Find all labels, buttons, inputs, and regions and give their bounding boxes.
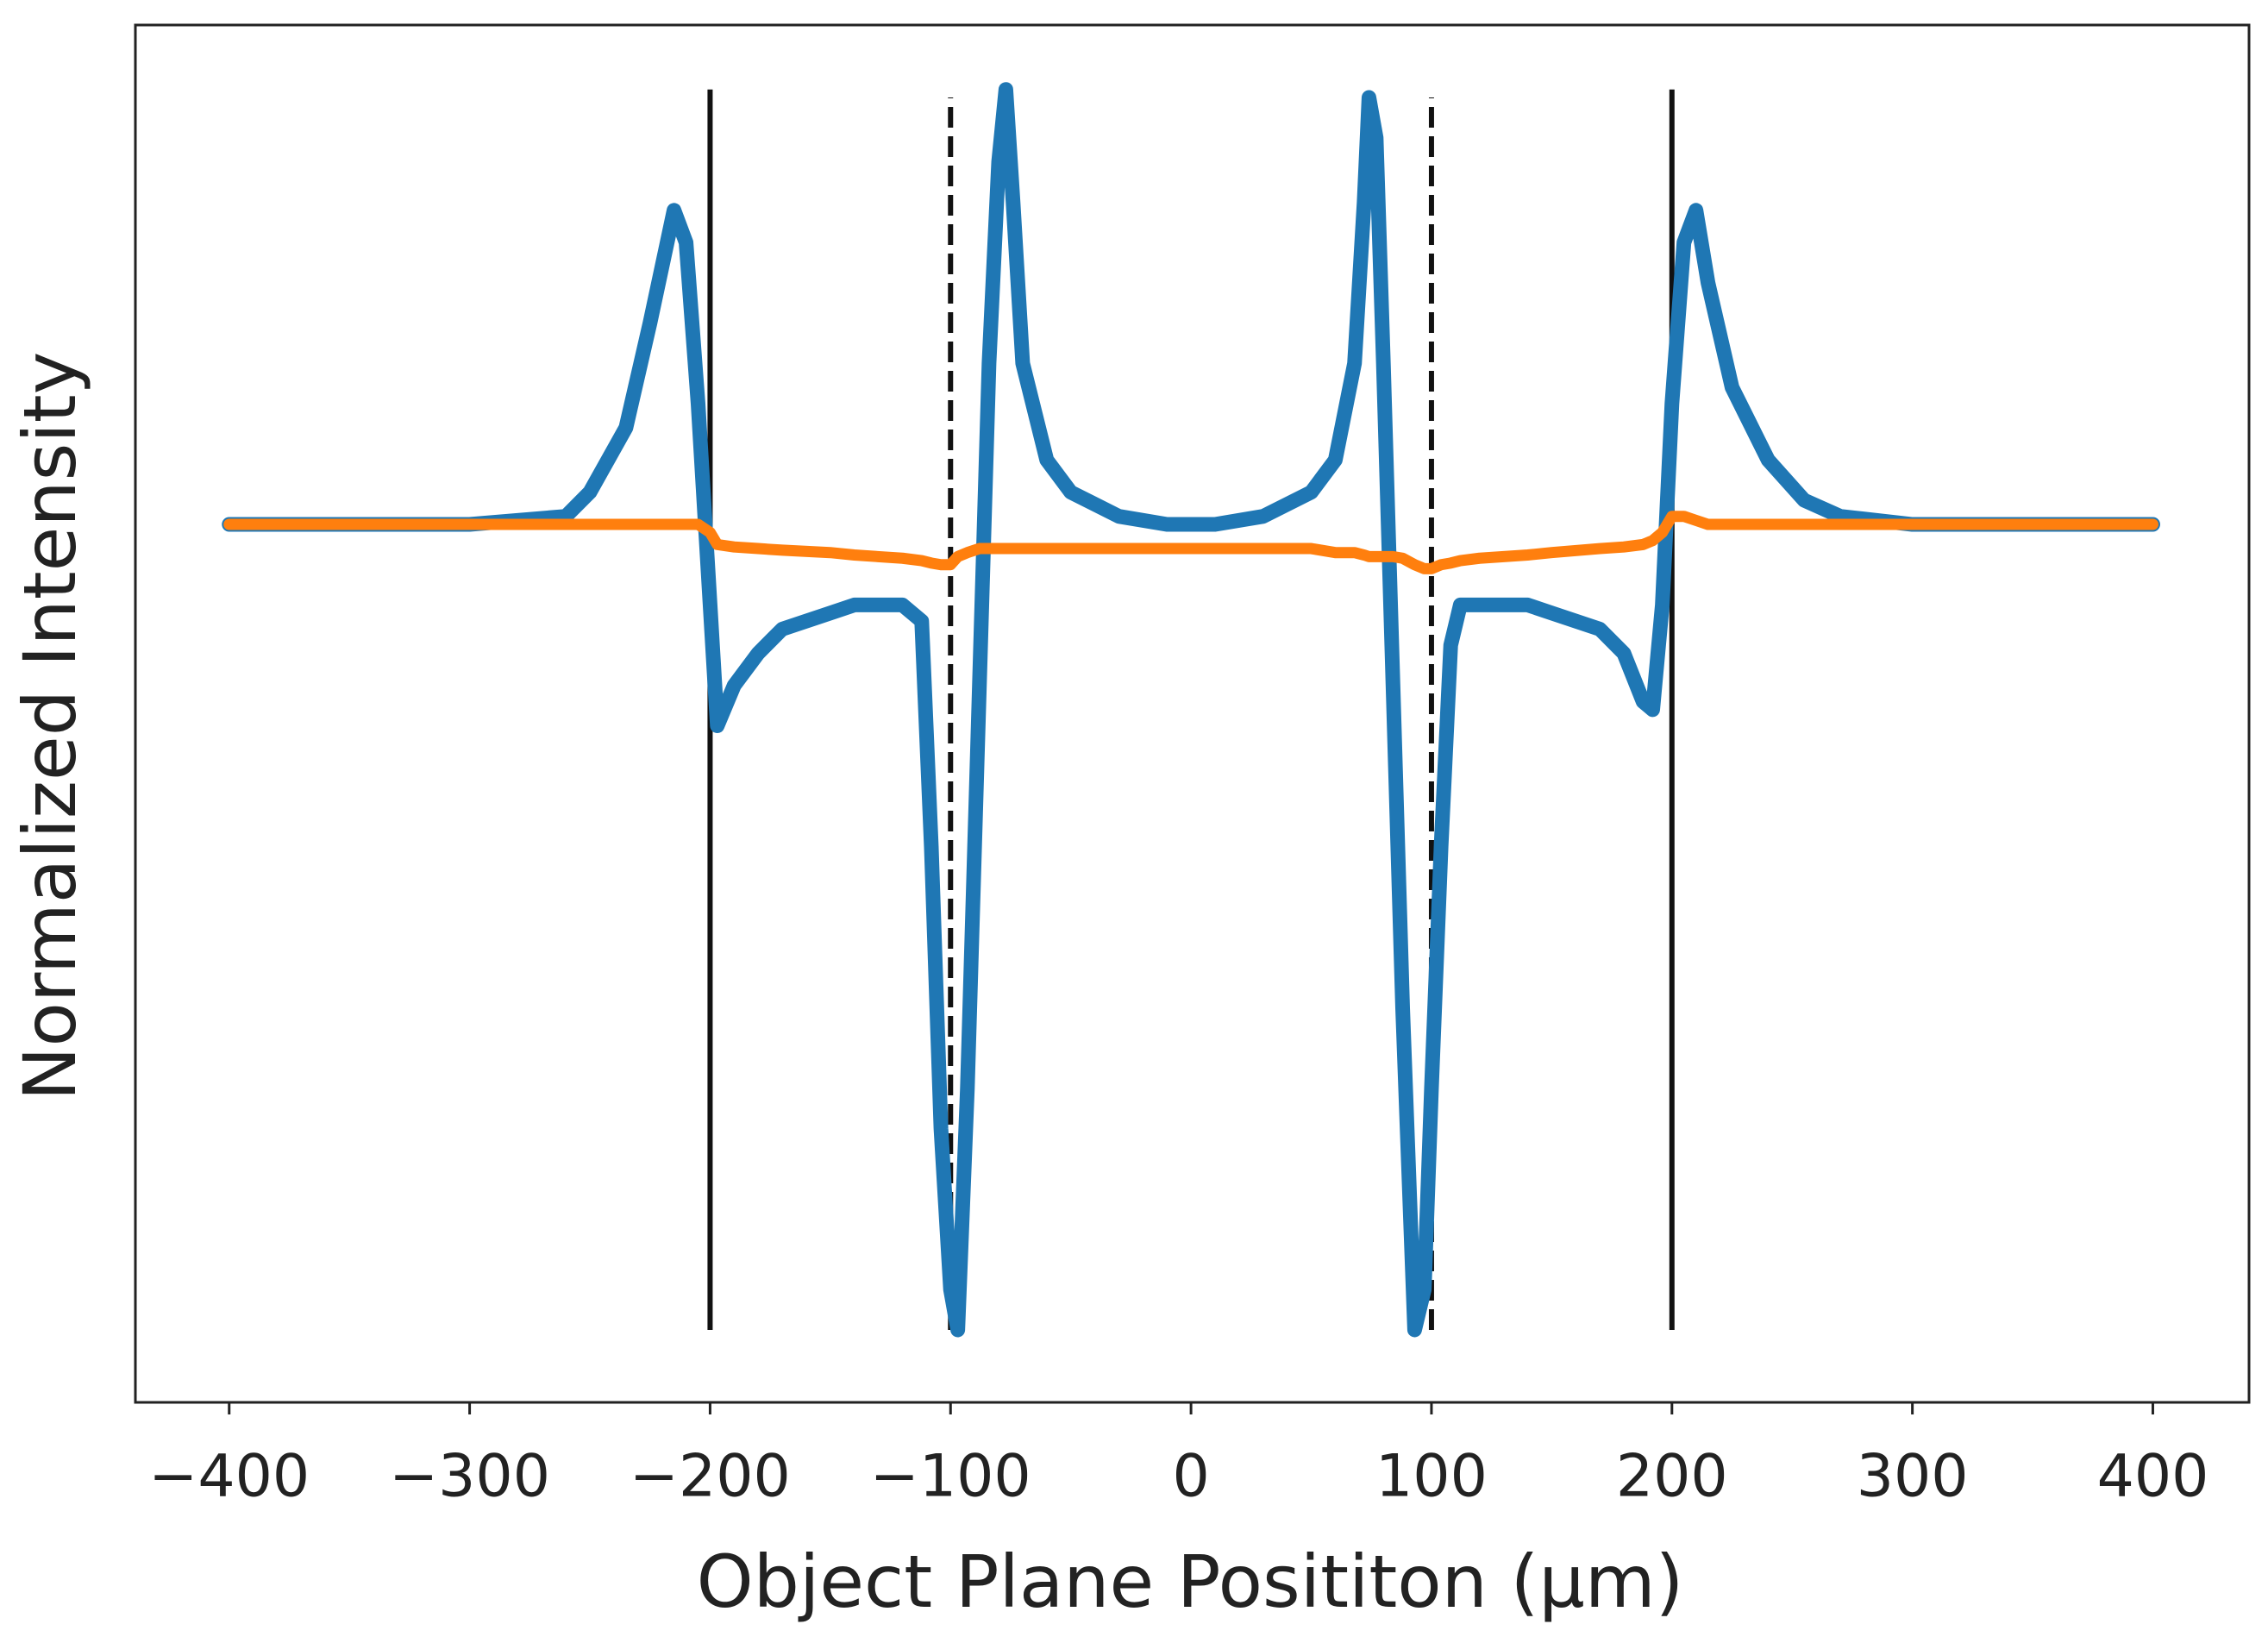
x-tick-label: −200 bbox=[630, 1443, 791, 1511]
x-axis-label: Object Plane Posititon (μm) bbox=[697, 1540, 1684, 1624]
x-tick-label: −100 bbox=[870, 1443, 1031, 1511]
x-tick-label: 200 bbox=[1616, 1443, 1728, 1511]
x-tick-label: 300 bbox=[1857, 1443, 1969, 1511]
x-tick-label: 100 bbox=[1375, 1443, 1488, 1511]
series-line bbox=[222, 82, 2160, 1338]
x-tick-label: −400 bbox=[148, 1443, 310, 1511]
plot-frame bbox=[134, 23, 2251, 1404]
x-tick-label: −300 bbox=[389, 1443, 550, 1511]
x-tick-label: 400 bbox=[2097, 1443, 2209, 1511]
x-tick-label: 0 bbox=[1172, 1443, 1209, 1511]
series-line bbox=[223, 511, 2158, 574]
y-axis-label: Normalized Intensity bbox=[8, 352, 92, 1101]
